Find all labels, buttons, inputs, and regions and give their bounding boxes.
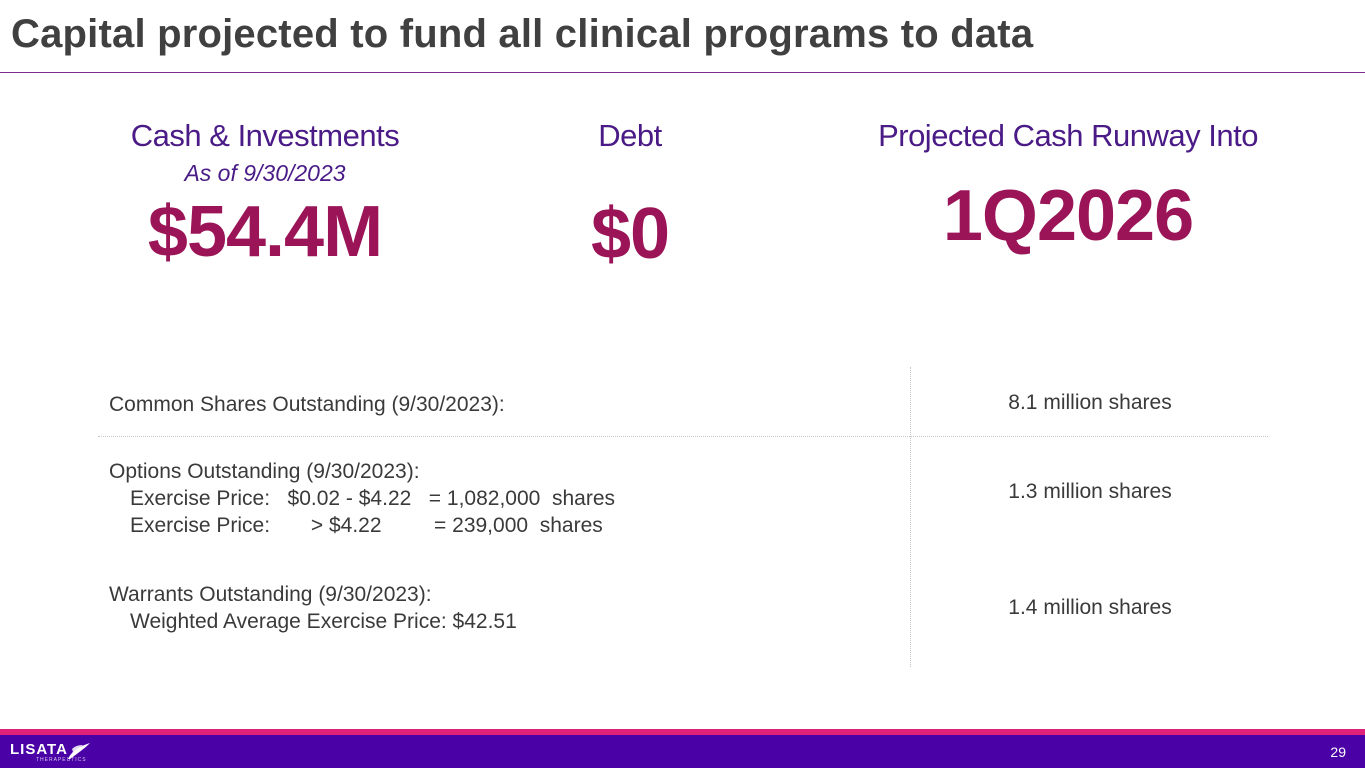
table-row-options: Options Outstanding (9/30/2023): Exercis…	[109, 458, 615, 539]
debt-metric: Debt $0	[530, 118, 730, 275]
warrants-line-1: Weighted Average Exercise Price: $42.51	[130, 610, 517, 633]
table-row-warrants: Warrants Outstanding (9/30/2023): Weight…	[109, 581, 517, 635]
cash-value: $54.4M	[147, 192, 383, 272]
cash-as-of-date: As of 9/30/2023	[184, 160, 346, 186]
table-row-common-shares: Common Shares Outstanding (9/30/2023):	[109, 391, 505, 418]
warrants-value: 1.4 million shares	[1008, 596, 1172, 619]
cash-metric: Cash & Investments As of 9/30/2023 $54.4…	[100, 118, 430, 273]
runway-label: Projected Cash Runway Into	[878, 118, 1258, 153]
title-divider	[0, 72, 1365, 73]
logo-subtext: THERAPEUTICS	[36, 757, 87, 763]
runway-metric: Projected Cash Runway Into 1Q2026	[858, 118, 1278, 257]
company-logo: LISATA THERAPEUTICS	[10, 741, 90, 763]
slide-title: Capital projected to fund all clinical p…	[11, 12, 1034, 56]
footer-accent-stripe	[0, 729, 1365, 735]
table-row-divider	[98, 436, 1268, 437]
cash-label: Cash & Investments	[130, 118, 400, 153]
options-line-1: Exercise Price: $0.02 - $4.22 = 1,082,00…	[130, 487, 616, 510]
options-value: 1.3 million shares	[1008, 480, 1172, 503]
common-shares-value: 8.1 million shares	[1008, 391, 1172, 414]
runway-value: 1Q2026	[942, 176, 1194, 256]
page-number: 29	[1330, 744, 1346, 760]
options-heading: Options Outstanding (9/30/2023):	[109, 460, 420, 483]
debt-label: Debt	[598, 118, 662, 153]
footer-bar: LISATA THERAPEUTICS 29	[0, 735, 1365, 768]
logo-text: LISATA	[10, 741, 68, 758]
options-line-2: Exercise Price: > $4.22 = 239,000 shares	[130, 514, 603, 537]
debt-value: $0	[590, 194, 670, 274]
common-shares-heading: Common Shares Outstanding (9/30/2023):	[109, 393, 505, 416]
warrants-heading: Warrants Outstanding (9/30/2023):	[109, 583, 432, 606]
table-column-divider	[910, 367, 911, 667]
leaf-logo-icon	[68, 743, 90, 759]
